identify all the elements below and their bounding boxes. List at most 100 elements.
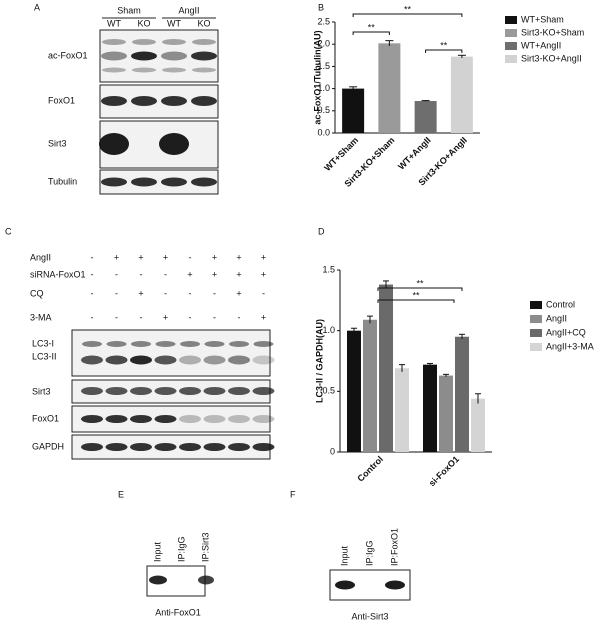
band — [179, 415, 201, 423]
lane-label: KO — [137, 18, 150, 28]
condition-sign: - — [115, 312, 118, 322]
y-tick-label: 1.0 — [322, 325, 335, 335]
lane-label: Input — [339, 545, 349, 566]
bar — [342, 88, 365, 133]
band — [161, 177, 187, 187]
significance-label: ** — [416, 278, 424, 288]
band — [154, 387, 177, 395]
condition-sign: + — [138, 288, 143, 298]
group-label: AngII — [178, 5, 199, 15]
lane-label: KO — [197, 18, 210, 28]
band — [252, 355, 275, 365]
condition-label: siRNA-FoxO1 — [30, 269, 86, 279]
lane-label: IP:FoxO1 — [389, 528, 399, 566]
condition-sign: - — [140, 269, 143, 279]
band — [192, 67, 216, 73]
legend-swatch — [505, 29, 517, 37]
band — [131, 341, 151, 347]
bar — [471, 398, 485, 452]
band — [132, 39, 156, 45]
x-tick-label: si-FoxO1 — [427, 454, 461, 488]
band — [131, 51, 157, 61]
legend-label: AngII+CQ — [546, 327, 586, 337]
significance-label: ** — [440, 40, 448, 50]
condition-sign: + — [163, 252, 168, 262]
band — [385, 580, 405, 590]
band — [132, 67, 156, 73]
condition-sign: + — [163, 312, 168, 322]
y-tick-label: 0 — [330, 446, 335, 456]
band — [81, 387, 103, 395]
band — [130, 415, 152, 423]
significance-label: ** — [368, 22, 376, 32]
condition-sign: - — [115, 269, 118, 279]
band — [161, 51, 187, 61]
band — [203, 415, 226, 423]
band — [252, 387, 275, 395]
bar — [439, 375, 453, 452]
band — [102, 39, 126, 45]
condition-sign: - — [213, 288, 216, 298]
band — [180, 341, 200, 347]
legend-swatch — [505, 16, 517, 24]
condition-sign: - — [164, 288, 167, 298]
legend-swatch — [505, 42, 517, 50]
lane-label: WT — [107, 18, 121, 28]
significance-bracket — [377, 287, 463, 291]
band — [253, 341, 274, 347]
significance-bracket — [352, 31, 390, 35]
row-label: Sirt3 — [48, 138, 67, 148]
row-label: LC3-II — [32, 351, 57, 361]
x-tick-label: WT+Sham — [322, 135, 360, 173]
band — [179, 387, 201, 395]
band — [101, 51, 127, 61]
y-tick-label: 1.5 — [322, 264, 335, 274]
band — [106, 341, 127, 347]
band — [204, 341, 225, 347]
condition-sign: + — [114, 252, 119, 262]
condition-sign: + — [261, 252, 266, 262]
y-axis-label: ac-FoxO1/Tubulin(AU) — [312, 30, 322, 124]
condition-sign: + — [212, 269, 217, 279]
legend-label: WT+Sham — [521, 14, 564, 24]
band — [335, 580, 355, 590]
band — [191, 51, 217, 61]
lane-label: IP:IgG — [364, 540, 374, 566]
significance-bracket — [377, 299, 455, 303]
condition-sign: - — [140, 312, 143, 322]
band — [162, 39, 186, 45]
band — [105, 387, 128, 395]
condition-sign: - — [189, 312, 192, 322]
band — [131, 96, 157, 106]
bar — [395, 368, 409, 452]
lane-label: IP:Sirt3 — [200, 532, 210, 562]
lane-label: Input — [152, 541, 162, 562]
condition-label: AngII — [30, 252, 51, 262]
band — [198, 575, 214, 585]
band — [179, 355, 201, 365]
band — [159, 133, 189, 155]
band — [130, 387, 152, 395]
lane-label: WT — [167, 18, 181, 28]
significance-label: ** — [404, 4, 412, 14]
band — [228, 443, 250, 451]
band — [130, 355, 152, 365]
band — [203, 355, 226, 365]
condition-sign: - — [213, 312, 216, 322]
bar — [414, 101, 437, 133]
band — [191, 96, 217, 106]
bar — [347, 330, 361, 452]
band — [252, 443, 275, 451]
condition-label: CQ — [30, 288, 44, 298]
y-tick-label: 0.0 — [317, 127, 330, 137]
condition-label: 3-MA — [30, 312, 52, 322]
y-tick-label: 2.0 — [317, 39, 330, 49]
band — [81, 443, 103, 451]
band — [131, 177, 157, 187]
panel-letter: D — [318, 226, 325, 236]
condition-sign: + — [187, 269, 192, 279]
legend-label: Sirt3-KO+AngII — [521, 53, 582, 63]
y-tick-label: 1.0 — [317, 83, 330, 93]
legend-label: AngII+3-MA — [546, 341, 594, 351]
